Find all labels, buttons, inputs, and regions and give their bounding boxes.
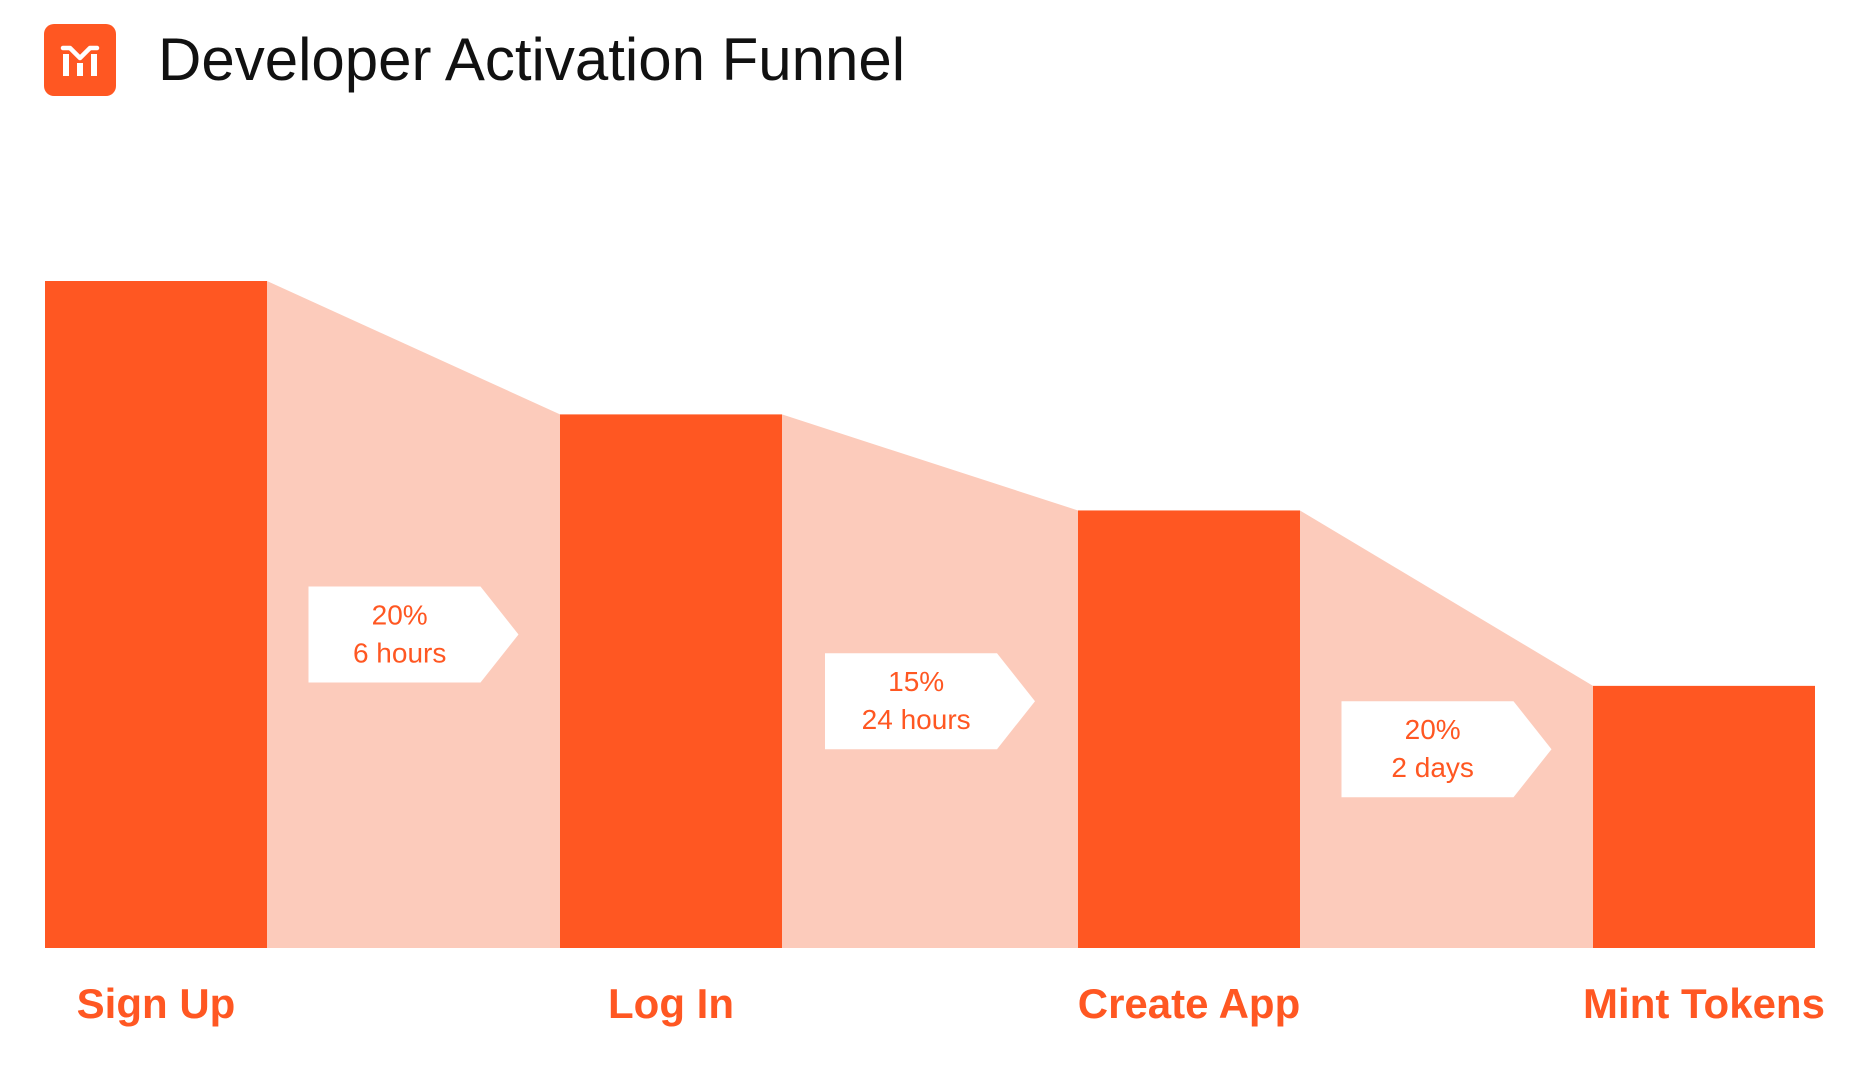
step-label: Mint Tokens xyxy=(1583,980,1825,1027)
funnel-bar xyxy=(560,414,782,948)
header: Developer Activation Funnel xyxy=(0,0,1870,140)
conversion-time-label: 24 hours xyxy=(862,704,971,735)
conversion-time-label: 2 days xyxy=(1391,752,1474,783)
conversion-time-label: 6 hours xyxy=(353,638,446,669)
funnel-bar xyxy=(1078,510,1300,948)
funnel-logo-icon xyxy=(44,24,116,96)
step-label: Sign Up xyxy=(77,980,236,1027)
step-label: Create App xyxy=(1078,980,1301,1027)
funnel-bar xyxy=(45,281,267,948)
conversion-rate-label: 15% xyxy=(888,666,944,697)
chart-title: Developer Activation Funnel xyxy=(158,26,906,93)
step-label: Log In xyxy=(608,980,734,1027)
conversion-callout xyxy=(825,653,1035,750)
conversion-callout xyxy=(1341,701,1552,798)
conversion-rate-label: 20% xyxy=(1405,714,1461,745)
bar-chart-icon xyxy=(60,45,100,76)
funnel-bar xyxy=(1593,685,1815,948)
conversion-rate-label: 20% xyxy=(372,600,428,631)
conversion-callout xyxy=(308,586,519,683)
